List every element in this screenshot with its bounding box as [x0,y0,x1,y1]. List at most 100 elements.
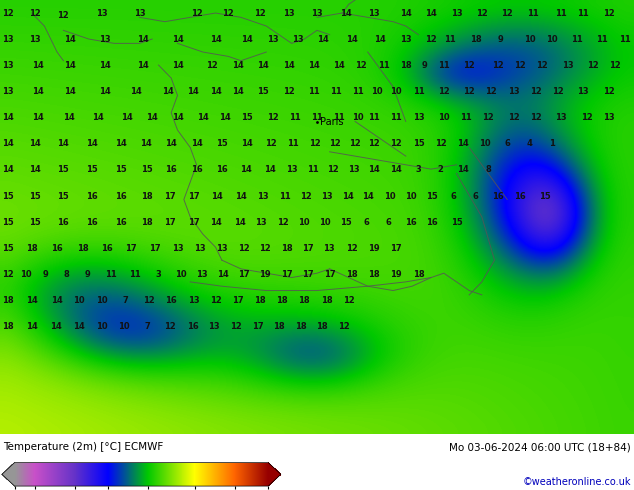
Text: 14: 14 [368,166,380,174]
Text: 13: 13 [134,9,145,19]
Text: 12: 12 [223,9,234,19]
Text: 12: 12 [346,244,358,252]
Text: 18: 18 [470,35,481,45]
Text: Mo 03-06-2024 06:00 UTC (18+84): Mo 03-06-2024 06:00 UTC (18+84) [449,442,631,452]
Text: 3: 3 [415,166,422,174]
Text: 17: 17 [238,270,250,279]
Text: 18: 18 [400,61,411,71]
Text: 18: 18 [2,321,13,331]
Text: 7: 7 [144,321,150,331]
Text: 14: 14 [172,35,183,45]
Text: 14: 14 [346,35,358,45]
Text: 11: 11 [353,87,364,97]
Text: 18: 18 [346,270,358,279]
Text: 12: 12 [603,87,614,97]
Text: 12: 12 [476,9,488,19]
Text: 12: 12 [356,61,367,71]
Text: 14: 14 [146,113,158,122]
Text: 13: 13 [508,87,519,97]
Text: 18: 18 [254,295,266,305]
Text: 10: 10 [372,87,383,97]
Text: 16: 16 [492,192,503,200]
Text: 11: 11 [287,140,299,148]
Text: 15: 15 [86,166,98,174]
Text: 18: 18 [368,270,380,279]
Text: 1: 1 [548,140,555,148]
Text: 17: 17 [391,244,402,252]
Text: 12: 12 [482,114,494,122]
Text: 17: 17 [149,244,160,252]
Text: 13: 13 [267,35,278,45]
Text: 12: 12 [486,87,497,97]
Text: 17: 17 [125,244,136,252]
Text: 14: 14 [333,61,345,71]
Text: 12: 12 [587,61,598,71]
Text: 14: 14 [425,9,437,19]
Text: 15: 15 [2,244,13,252]
Text: 16: 16 [216,166,228,174]
Text: 16: 16 [165,166,177,174]
Text: Paris: Paris [320,117,344,127]
Text: 12: 12 [536,61,548,71]
Text: 10: 10 [74,295,85,305]
Text: 12: 12 [343,295,354,305]
Text: 17: 17 [188,192,199,200]
Text: 18: 18 [77,244,88,252]
Text: 14: 14 [32,113,44,122]
Text: 10: 10 [175,270,186,279]
Text: 14: 14 [172,113,183,122]
Text: 11: 11 [378,61,389,71]
Text: 14: 14 [115,140,126,148]
Text: 14: 14 [188,87,199,96]
Text: 13: 13 [188,295,199,305]
Text: 12: 12 [309,140,320,148]
Text: 12: 12 [191,9,202,19]
Text: 15: 15 [340,218,351,226]
Text: 14: 14 [73,321,84,331]
Text: 15: 15 [242,114,253,122]
Text: 10: 10 [384,192,396,200]
Text: 12: 12 [238,244,250,252]
Text: 14: 14 [234,218,245,226]
Text: 14: 14 [2,113,13,122]
Text: 13: 13 [348,166,359,174]
Text: 13: 13 [603,114,614,122]
Text: 6: 6 [363,218,370,226]
Text: 12: 12 [514,61,526,71]
Text: 13: 13 [413,114,424,122]
Text: 15: 15 [451,218,462,226]
Text: 14: 14 [32,61,44,70]
Text: 12: 12 [230,321,242,331]
Text: 12: 12 [207,61,218,70]
Text: ©weatheronline.co.uk: ©weatheronline.co.uk [522,477,631,487]
Text: 14: 14 [29,166,41,174]
Text: 8: 8 [485,166,491,174]
Text: 13: 13 [286,166,297,174]
Text: 14: 14 [210,35,221,45]
Text: 11: 11 [619,35,630,45]
Text: 10: 10 [96,321,107,331]
Text: 18: 18 [276,295,288,305]
Text: 14: 14 [210,87,221,97]
Text: 18: 18 [141,192,153,200]
Text: 11: 11 [413,87,424,97]
Text: 13: 13 [29,34,41,44]
Text: 12: 12 [435,140,446,148]
Text: 14: 14 [140,140,152,148]
Text: 9: 9 [498,35,504,45]
Text: 13: 13 [555,114,567,122]
Text: 18: 18 [316,321,328,331]
Text: 13: 13 [321,192,332,200]
Text: 19: 19 [368,244,380,252]
Text: 11: 11 [289,114,301,122]
Text: 14: 14 [64,35,75,45]
Text: 6: 6 [450,192,456,200]
Text: 14: 14 [137,61,148,70]
Text: 16: 16 [191,166,202,174]
Text: 15: 15 [2,218,13,226]
Text: 12: 12 [530,87,541,97]
Text: 16: 16 [58,218,69,226]
Text: 16: 16 [405,218,417,226]
Text: 14: 14 [58,140,69,148]
Text: 16: 16 [115,218,126,226]
